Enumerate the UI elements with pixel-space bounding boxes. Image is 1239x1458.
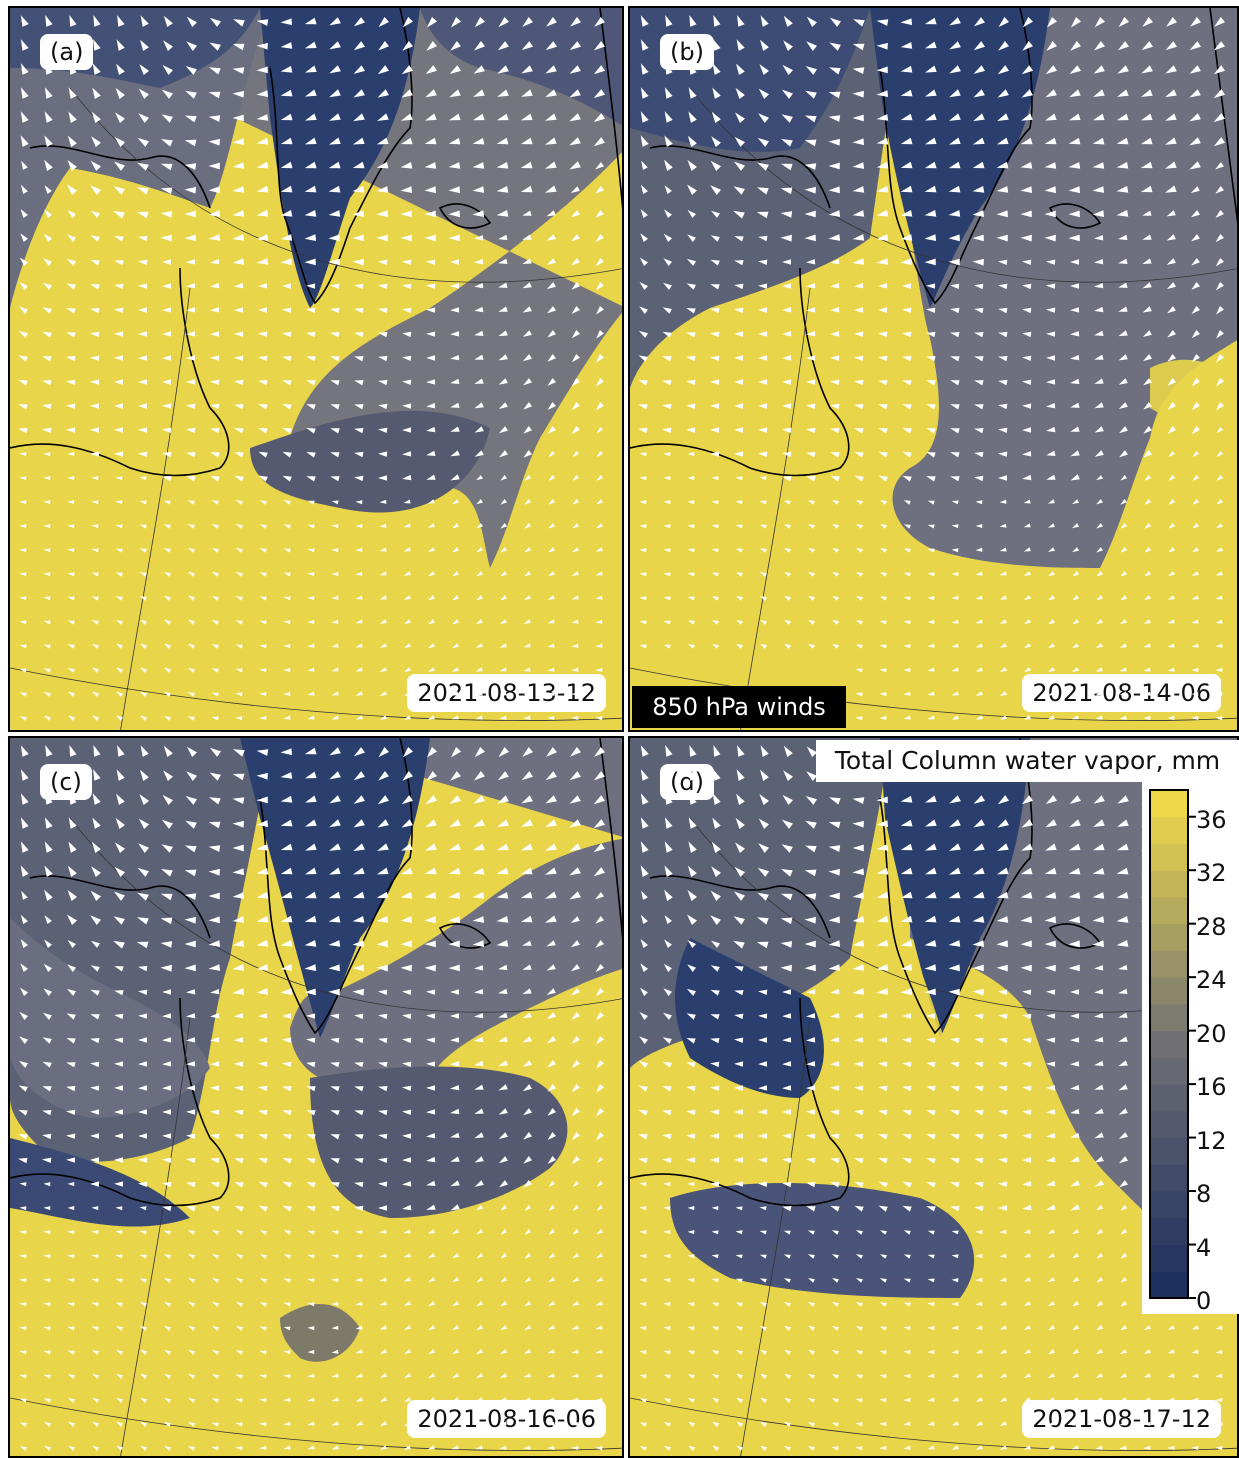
water-vapor-map-a [10,8,622,730]
colorbar-band [1150,843,1188,871]
coastlines-b [630,8,1237,477]
colorbar-band [1150,1084,1188,1112]
map-panel-b: (b) 2021-08-14-06 [628,6,1239,732]
colorbar-tick-16: 16 [1196,1073,1227,1101]
colorbar-band [1150,870,1188,898]
colorbar-band [1150,1217,1188,1246]
colorbar-band [1150,896,1188,925]
date-label-a: 2021-08-13-12 [407,674,606,712]
colorbar-tick-4: 4 [1196,1234,1212,1262]
coastlines-d [630,738,1102,1207]
colorbar-band [1150,1110,1188,1139]
colorbar-band [1150,1137,1188,1165]
date-label-d: 2021-08-17-12 [1022,1400,1221,1438]
water-vapor-map-b [630,8,1237,730]
colorbar-band [1150,1191,1188,1219]
colorbar-band [1150,1057,1188,1085]
colorbar-band [1150,1030,1188,1058]
colorbar-band [1150,1244,1188,1272]
colorbar-tick-20: 20 [1196,1020,1227,1048]
panel-label-d: (d) [660,764,714,800]
panel-label-b: (b) [660,34,714,70]
colorbar-band [1150,950,1188,978]
colorbar-tick-24: 24 [1196,966,1227,994]
colorbar-band [1150,1271,1188,1299]
colorbar-band [1150,816,1188,844]
colorbar-band [1150,1164,1188,1192]
colorbar-tick-28: 28 [1196,913,1227,941]
colorbar-band [1150,923,1188,951]
colorbar-title: Total Column water vapor, mm [816,740,1239,782]
map-panel-d: (d) 2021-08-17-12 [628,736,1239,1458]
panel-label-a: (a) [40,34,94,70]
map-panel-c: (c) 2021-08-16-06 [8,736,624,1458]
panel-label-c: (c) [40,764,92,800]
date-label-b: 2021-08-14-06 [1022,674,1221,712]
water-vapor-map-c [10,738,622,1456]
colorbar-band [1150,1003,1188,1032]
colorbar-tick-0: 0 [1196,1287,1212,1315]
coastlines-a [10,8,622,477]
colorbar-tick-32: 32 [1196,859,1227,887]
colorbar-tick-12: 12 [1196,1127,1227,1155]
colorbar-band [1150,977,1188,1005]
colorbar-band [1150,790,1188,818]
date-label-c: 2021-08-16-06 [407,1400,606,1438]
colorbar-tick-8: 8 [1196,1180,1212,1208]
map-panel-a: (a) 2021-08-13-12 [8,6,624,732]
winds-label: 850 hPa winds [632,686,846,728]
colorbar-tick-36: 36 [1196,806,1227,834]
